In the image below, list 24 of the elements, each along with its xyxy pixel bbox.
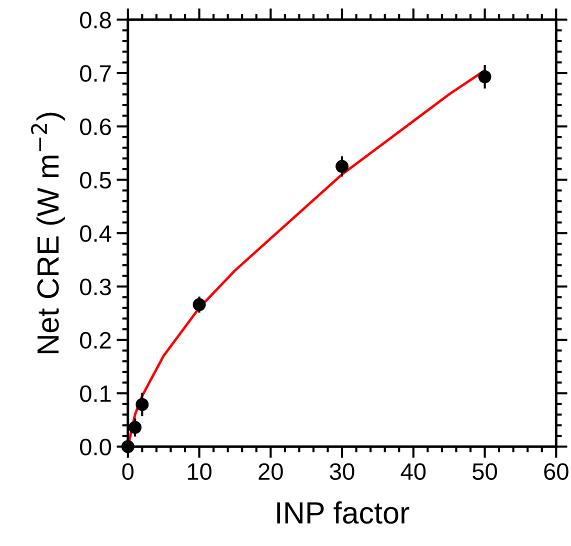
y-tick-label: 0.3: [80, 278, 111, 296]
point: [478, 70, 492, 84]
point: [336, 160, 349, 173]
y-tick-label: 0.5: [80, 172, 111, 189]
point: [192, 298, 206, 312]
point: [128, 420, 142, 434]
x-tick-label: 10: [188, 463, 212, 480]
x-axis-title: INP factor: [277, 501, 410, 524]
y-tick-label: 0.4: [80, 225, 112, 242]
x-tick-label: 30: [330, 463, 354, 480]
x-tick-label: 50: [472, 463, 497, 480]
y-tick-label: 0.7: [80, 65, 111, 82]
y-tick-label: 0.8: [80, 12, 111, 28]
x-tick-label: 20: [258, 463, 283, 480]
x-tick-label: 60: [544, 463, 568, 480]
point: [121, 440, 134, 454]
y-tick-label: 0.6: [80, 118, 111, 136]
x-tick-label: 40: [400, 463, 426, 480]
y-tick-label: 0.2: [80, 332, 111, 349]
y-axis-title: Net CRE (W m$^{−2}$): [31, 112, 65, 354]
y-tick-label: 0.0: [80, 438, 112, 456]
point: [136, 398, 149, 411]
x-tick-label: 0: [122, 463, 134, 480]
y-tick-label: 0.1: [80, 385, 111, 402]
